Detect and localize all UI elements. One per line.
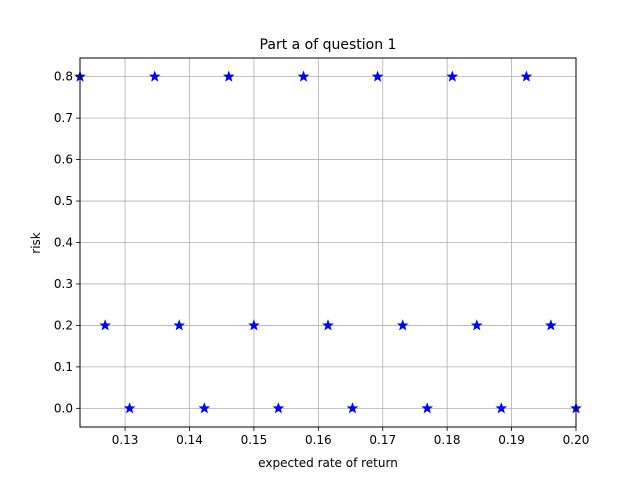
y-axis-ticks: 0.0 0.1 0.2 0.3 0.4 0.5 0.6 0.7 0.8: [54, 70, 80, 415]
data-point-star: [322, 319, 334, 331]
data-point-star: [222, 70, 235, 82]
y-tick-label: 0.0: [54, 401, 73, 415]
x-tick-label: 0.13: [112, 433, 139, 447]
data-point-star: [371, 70, 384, 82]
data-point-star: [297, 70, 310, 82]
chart-title: Part a of question 1: [260, 37, 397, 53]
data-point-star: [346, 402, 359, 414]
data-point-star: [495, 402, 508, 414]
data-point-star: [148, 70, 161, 82]
data-point-star: [123, 402, 136, 414]
x-tick-label: 0.14: [176, 433, 203, 447]
y-tick-label: 0.3: [54, 277, 73, 291]
data-point-star: [520, 70, 533, 82]
data-point-star: [396, 319, 409, 331]
data-point-star: [421, 402, 434, 414]
x-tick-label: 0.19: [498, 433, 525, 447]
x-tick-label: 0.15: [241, 433, 268, 447]
x-axis-ticks: 0.13 0.14 0.15 0.16 0.17 0.18 0.19 0.20: [112, 427, 590, 447]
data-point-star: [446, 70, 459, 82]
y-tick-label: 0.8: [54, 70, 73, 84]
data-point-star: [272, 402, 285, 414]
x-tick-label: 0.16: [305, 433, 332, 447]
y-tick-label: 0.6: [54, 153, 73, 167]
data-point-star: [470, 319, 483, 331]
x-axis-label: expected rate of return: [258, 456, 398, 470]
y-tick-label: 0.4: [54, 236, 73, 250]
data-point-star: [545, 319, 557, 331]
data-point-star: [198, 402, 211, 414]
y-tick-label: 0.1: [54, 360, 73, 374]
y-tick-label: 0.7: [54, 111, 73, 125]
x-tick-label: 0.17: [369, 433, 396, 447]
y-axis-label: risk: [29, 232, 43, 254]
y-tick-label: 0.2: [54, 318, 73, 332]
x-tick-label: 0.20: [563, 433, 590, 447]
data-point-star: [173, 319, 186, 331]
y-tick-label: 0.5: [54, 194, 73, 208]
data-point-star: [99, 319, 111, 331]
x-tick-label: 0.18: [434, 433, 461, 447]
data-point-star: [248, 319, 260, 331]
